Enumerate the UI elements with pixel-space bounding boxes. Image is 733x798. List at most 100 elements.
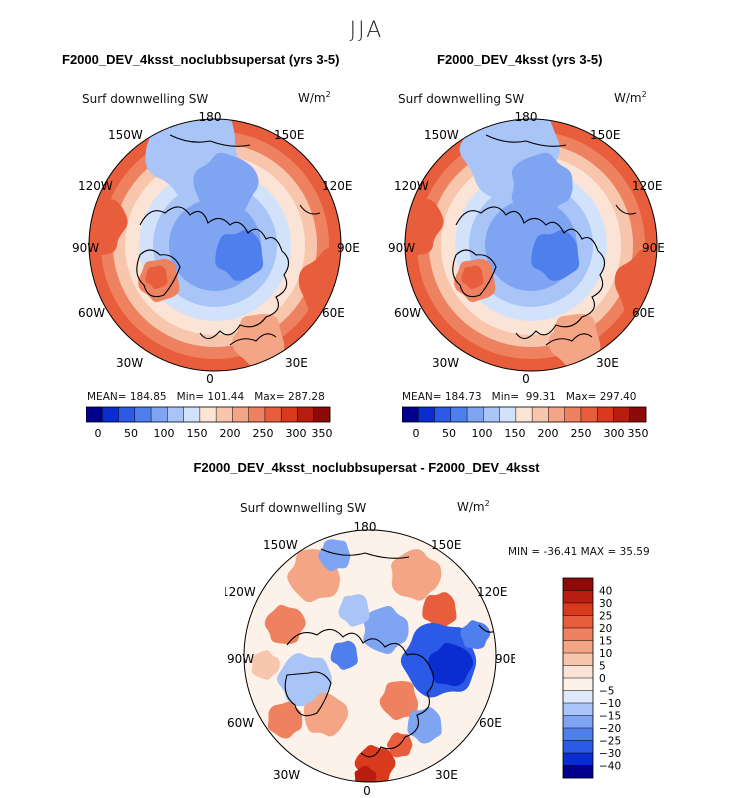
panel1-colorbar: 0 50 100 150 200 250 300 350 xyxy=(86,406,333,440)
map-boundary-circle xyxy=(404,118,658,372)
colorbar-swatch xyxy=(216,407,233,422)
panel2-lon-label-60E: 60E xyxy=(632,306,655,320)
panel3-colorbar-tick: −30 xyxy=(599,748,621,760)
map-coastline xyxy=(452,249,497,298)
panel3-lon-label-120W: 120W xyxy=(225,585,256,599)
panel2-mean-value: 184.73 xyxy=(444,391,482,403)
colorbar-swatch xyxy=(563,753,593,766)
panel2-colorbar-tick: 250 xyxy=(571,427,592,440)
colorbar-swatch xyxy=(515,407,533,422)
colorbar-swatch xyxy=(450,407,468,422)
panel2-variable-label: Surf downwelling SW xyxy=(398,92,525,106)
panel1-colorbar-tick: 250 xyxy=(253,427,274,440)
panel1-lon-label-120E: 120E xyxy=(322,179,353,193)
colorbar-swatch xyxy=(418,407,435,422)
panel1-mean-value: 184.85 xyxy=(129,391,167,403)
panel2-map-field xyxy=(404,118,658,372)
colorbar-swatch xyxy=(580,407,598,422)
panel2-stats: MEAN= 184.73 Min= 99.31 Max= 297.40 xyxy=(402,391,637,403)
panel3-lon-label-180: 180 xyxy=(354,520,377,534)
panel1-lon-label-180: 180 xyxy=(199,110,222,124)
map-contour-region xyxy=(422,592,457,629)
colorbar-swatch xyxy=(232,407,249,422)
panel3-colorbar-tick: 30 xyxy=(599,598,612,610)
panel1-lon-label-90W: 90W xyxy=(72,241,99,255)
colorbar-swatch xyxy=(86,407,103,422)
map-contour-region xyxy=(145,265,168,289)
panel1-colorbar-tick: 0 xyxy=(95,427,102,440)
map-boundary-circle xyxy=(88,118,342,372)
map-coastline xyxy=(320,548,410,559)
panel1-lon-label-60W: 60W xyxy=(78,306,105,320)
map-coastline xyxy=(485,134,567,147)
map-contour-region xyxy=(277,653,334,707)
panel2-lon-label-150E: 150E xyxy=(590,128,621,142)
panel3-lon-label-90E: 90E xyxy=(495,652,515,666)
colorbar-swatch xyxy=(563,615,593,629)
colorbar-swatch xyxy=(563,765,593,779)
colorbar-swatch xyxy=(532,407,549,422)
panel3-lon-label-0: 0 xyxy=(363,784,371,798)
map-contour-region xyxy=(338,594,370,627)
panel3-colorbar-tick: −20 xyxy=(599,723,621,735)
panel3-colorbar-tick: −10 xyxy=(599,698,621,710)
map-contour-region xyxy=(354,765,377,782)
figure-season-title: JJA xyxy=(349,18,384,43)
panel1-lon-label-150E: 150E xyxy=(274,128,305,142)
map-contour-region xyxy=(330,640,358,670)
panel1-max-value: 287.28 xyxy=(288,391,325,403)
map-contour-region xyxy=(531,229,580,281)
map-contour-region xyxy=(461,265,484,289)
colorbar-frame xyxy=(402,406,647,423)
panel2-lon-label-0: 0 xyxy=(522,372,530,385)
map-contour-region xyxy=(428,642,474,687)
panel1-title: F2000_DEV_4ksst_noclubbsupersat (yrs 3-5… xyxy=(62,52,340,67)
colorbar-swatch xyxy=(118,407,136,422)
panel1-colorbar-tick: 150 xyxy=(187,427,208,440)
panel3-units-label: W/m2 xyxy=(457,499,490,514)
map-coastline xyxy=(139,206,290,340)
panel3-lon-label-30E: 30E xyxy=(435,768,458,782)
panel1-map-field xyxy=(88,118,342,372)
map-contour-region xyxy=(363,606,409,654)
panel3-title: F2000_DEV_4ksst_noclubbsupersat - F2000_… xyxy=(193,460,540,475)
colorbar-swatch xyxy=(563,590,593,604)
panel3-colorbar-tick: 25 xyxy=(599,611,612,623)
panel3-variable-label: Surf downwelling SW xyxy=(240,501,367,515)
colorbar-swatch xyxy=(563,640,593,654)
colorbar-swatch xyxy=(564,407,582,422)
panel2-colorbar-tick: 150 xyxy=(505,427,526,440)
map-contour-region xyxy=(460,620,491,650)
panel3-map-field xyxy=(243,529,497,783)
colorbar-swatch xyxy=(167,407,184,422)
panel1-min-value: 101.44 xyxy=(207,391,245,403)
panel2-lon-label-90E: 90E xyxy=(642,241,665,255)
panel2-polar-map: 180 0 90W 90E 150W 120W 60W 30W 150E 120… xyxy=(388,110,665,385)
panel2-colorbar: 0 50 100 150 200 250 300 350 xyxy=(402,406,648,440)
colorbar-swatch xyxy=(248,407,266,422)
map-contour-region xyxy=(391,549,442,601)
panel1-colorbar-tick: 350 xyxy=(312,427,333,440)
panel2-lon-label-150W: 150W xyxy=(424,128,459,142)
colorbar-swatch xyxy=(563,628,593,641)
colorbar-swatch xyxy=(563,665,593,679)
panel2-min-value: 99.31 xyxy=(525,391,556,403)
panel1-lon-label-30W: 30W xyxy=(116,356,143,370)
colorbar-swatch xyxy=(629,407,647,422)
panel2-lon-label-120W: 120W xyxy=(394,179,429,193)
map-contour-region xyxy=(318,539,351,572)
panel3-colorbar-tick: −40 xyxy=(599,761,621,773)
map-coastline xyxy=(136,249,181,298)
colorbar-swatch xyxy=(297,407,315,422)
panel1-colorbar-swatches xyxy=(86,406,331,423)
panel2-lon-label-180: 180 xyxy=(515,110,538,124)
panel3-colorbar-tick: −15 xyxy=(599,711,621,723)
map-contour-region xyxy=(407,707,442,744)
colorbar-swatch xyxy=(613,407,631,422)
panel3-colorbar-tick: 20 xyxy=(599,623,612,635)
map-contour-region xyxy=(264,604,307,645)
panel1-stats: MEAN= 184.85 Min= 101.44 Max= 287.28 xyxy=(87,391,325,403)
map-coastline xyxy=(299,204,321,215)
